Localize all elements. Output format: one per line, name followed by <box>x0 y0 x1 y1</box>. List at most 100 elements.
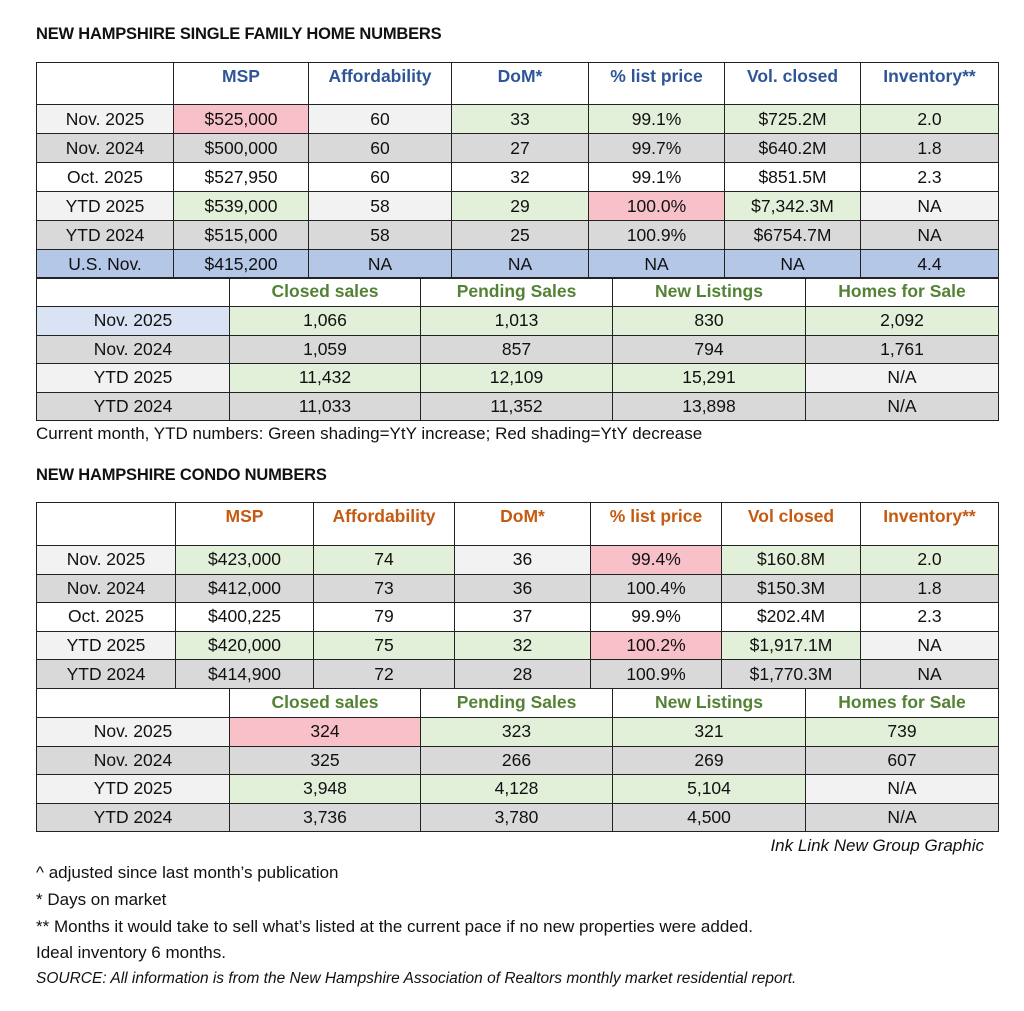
row-label: Nov. 2025 <box>36 306 230 336</box>
header-row: Closed sales Pending Sales New Listings Hom… <box>36 688 999 718</box>
table-cell: 58 <box>308 191 452 221</box>
row-label: YTD 2024 <box>36 802 230 832</box>
column-header <box>36 62 174 105</box>
table-cell: $1,770.3M <box>721 659 861 689</box>
column-header: Vol. closed <box>724 62 861 105</box>
table-cell: $539,000 <box>173 191 309 221</box>
table-cell: 25 <box>451 220 589 250</box>
footnote: ** Months it would take to sell what’s l… <box>36 917 753 936</box>
table-cell: $423,000 <box>175 545 314 575</box>
row-label: Nov. 2024 <box>36 573 176 604</box>
table-cell: 100.4% <box>590 573 722 604</box>
table-cell: 325 <box>229 745 421 775</box>
row-label: YTD 2025 <box>36 191 174 221</box>
table-cell: 11,033 <box>229 391 421 421</box>
table-cell: 857 <box>420 334 613 364</box>
table-cell: 1,013 <box>420 306 613 336</box>
column-header: DoM* <box>454 502 591 546</box>
table-cell: 13,898 <box>612 391 806 421</box>
row-label: YTD 2025 <box>36 363 230 393</box>
table-cell: 37 <box>454 602 591 632</box>
row-label: Oct. 2025 <box>36 162 174 192</box>
table-cell: 100.9% <box>588 220 725 250</box>
table-cell: 60 <box>308 104 452 134</box>
table-row: YTD 2025 3,948 4,128 5,104 N/A <box>36 774 999 804</box>
table-cell: 99.1% <box>588 162 725 192</box>
table-cell: $150.3M <box>721 573 861 604</box>
column-header: Closed sales <box>229 277 421 307</box>
table-cell: 4,128 <box>420 774 613 804</box>
table-cell: 100.2% <box>590 630 722 661</box>
table-cell: NA <box>860 659 999 689</box>
table-cell: 2.3 <box>860 162 999 192</box>
table-cell: NA <box>308 249 452 279</box>
table-row: Nov. 2025 $525,000 60 33 99.1% $725.2M 2.0 <box>36 104 999 134</box>
footnote: ^ adjusted since last month’s publicatio… <box>36 863 339 882</box>
table-cell: 12,109 <box>420 363 613 393</box>
table-cell: 324 <box>229 717 421 747</box>
table-cell: 28 <box>454 659 591 689</box>
table-cell: $851.5M <box>724 162 861 192</box>
table-row: Nov. 2025 $423,000 74 36 99.4% $160.8M 2.0 <box>36 545 999 575</box>
table-cell: 4,500 <box>612 802 806 832</box>
row-label: U.S. Nov. <box>36 249 174 279</box>
table-cell: $414,900 <box>175 659 314 689</box>
table-cell: 60 <box>308 162 452 192</box>
table-cell: 32 <box>454 630 591 661</box>
table-cell: NA <box>588 249 725 279</box>
source-note: SOURCE: All information is from the New … <box>36 970 797 987</box>
table-row: Nov. 2024 325 266 269 607 <box>36 745 999 775</box>
table-cell: $202.4M <box>721 602 861 632</box>
table-cell: 2,092 <box>805 306 999 336</box>
table-cell: $1,917.1M <box>721 630 861 661</box>
table-cell: 99.7% <box>588 133 725 163</box>
table-cell: 75 <box>313 630 455 661</box>
table-cell: 32 <box>451 162 589 192</box>
table-cell: $6754.7M <box>724 220 861 250</box>
single-family-sales-table: Closed sales Pending Sales New Listings Hom… <box>36 277 999 421</box>
table-cell: 1,059 <box>229 334 421 364</box>
table-cell: 2.0 <box>860 104 999 134</box>
column-header: MSP <box>175 502 314 546</box>
table-row: YTD 2024 3,736 3,780 4,500 N/A <box>36 802 999 832</box>
table-row: Nov. 2024 $412,000 73 36 100.4% $150.3M 1.8 <box>36 573 999 604</box>
table-row: Nov. 2025 1,066 1,013 830 2,092 <box>36 306 999 336</box>
table-cell: NA <box>860 630 999 661</box>
table-row: YTD 2024 $414,900 72 28 100.9% $1,770.3M NA <box>36 659 999 689</box>
column-header: Affordability <box>308 62 452 105</box>
table-cell: 5,104 <box>612 774 806 804</box>
footnote: * Days on market <box>36 890 167 909</box>
condo-sales-table: Closed sales Pending Sales New Listings Hom… <box>36 688 999 832</box>
column-header: New Listings <box>612 277 806 307</box>
table-cell: 74 <box>313 545 455 575</box>
table-row: YTD 2025 $539,000 58 29 100.0% $7,342.3M NA <box>36 191 999 221</box>
row-label: Nov. 2024 <box>36 745 230 775</box>
table-row: Nov. 2024 $500,000 60 27 99.7% $640.2M 1.8 <box>36 133 999 163</box>
column-header: Inventory** <box>860 502 999 546</box>
table-cell: 2.3 <box>860 602 999 632</box>
table-cell: 739 <box>805 717 999 747</box>
table-cell: $7,342.3M <box>724 191 861 221</box>
table-row: YTD 2024 11,033 11,352 13,898 N/A <box>36 391 999 421</box>
table-row: YTD 2024 $515,000 58 25 100.9% $6754.7M NA <box>36 220 999 250</box>
header-row: MSP Affordability DoM*% list price Vol clos… <box>36 502 999 546</box>
column-header: DoM* <box>451 62 589 105</box>
table-row: U.S. Nov. $415,200 NA NA NA NA 4.4 <box>36 249 999 279</box>
table-row: Oct. 2025 $527,950 60 32 99.1% $851.5M 2.3 <box>36 162 999 192</box>
table-cell: 794 <box>612 334 806 364</box>
table-cell: $420,000 <box>175 630 314 661</box>
table-cell: N/A <box>805 802 999 832</box>
table-cell: $525,000 <box>173 104 309 134</box>
table-cell: 36 <box>454 573 591 604</box>
column-header: Vol closed <box>721 502 861 546</box>
table-cell: 3,780 <box>420 802 613 832</box>
table-cell: $415,200 <box>173 249 309 279</box>
row-label: Nov. 2024 <box>36 334 230 364</box>
table-cell: 266 <box>420 745 613 775</box>
table-cell: 27 <box>451 133 589 163</box>
column-header: Pending Sales <box>420 688 613 718</box>
table-cell: 830 <box>612 306 806 336</box>
column-header <box>36 502 176 546</box>
column-header: New Listings <box>612 688 806 718</box>
table-cell: $160.8M <box>721 545 861 575</box>
